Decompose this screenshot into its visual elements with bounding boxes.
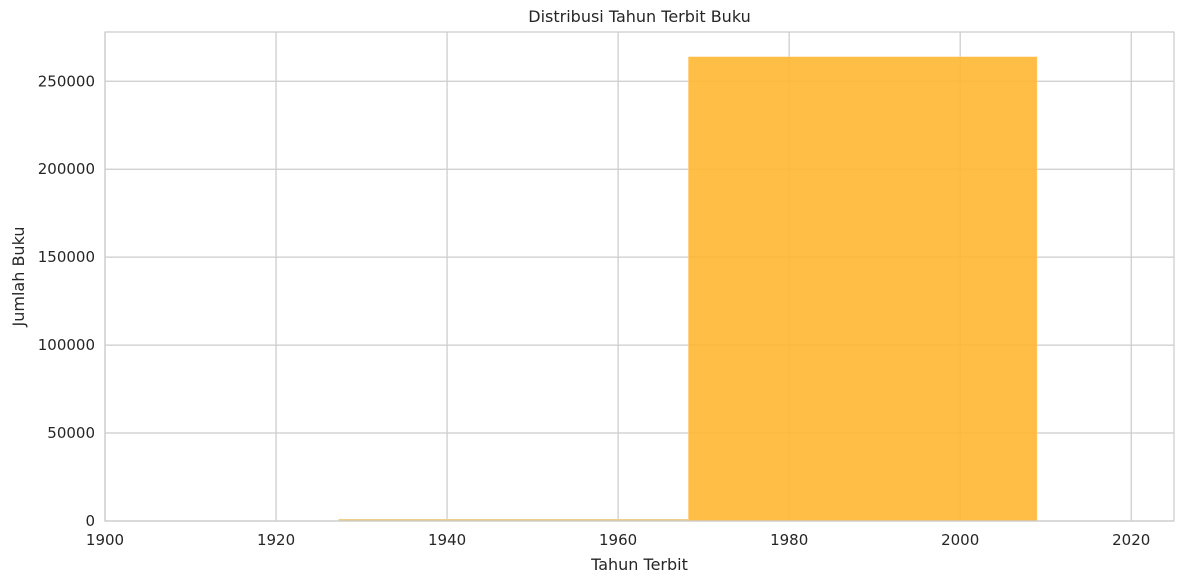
x-tick-label-1960: 1960	[599, 531, 637, 549]
x-tick-label-1940: 1940	[428, 531, 466, 549]
bars-layer	[338, 56, 1038, 522]
y-tick-labels: 0 50000 100000 150000 200000 250000	[38, 72, 95, 530]
y-tick-label-0: 0	[85, 512, 95, 530]
y-tick-label-150000: 150000	[38, 248, 95, 266]
y-tick-label-200000: 200000	[38, 160, 95, 178]
y-tick-label-50000: 50000	[47, 424, 95, 442]
chart-title: Distribusi Tahun Terbit Buku	[528, 7, 750, 26]
x-tick-labels: 1900 1920 1940 1960 1980 2000 2020	[86, 531, 1150, 549]
x-tick-label-1900: 1900	[86, 531, 124, 549]
y-axis-title: Jumlah Buku	[9, 227, 28, 328]
plot-frame	[104, 31, 1175, 522]
x-tick-label-2020: 2020	[1112, 531, 1150, 549]
x-tick-label-2000: 2000	[941, 531, 979, 549]
y-tick-label-100000: 100000	[38, 336, 95, 354]
x-tick-label-1980: 1980	[770, 531, 808, 549]
y-tick-label-250000: 250000	[38, 72, 95, 90]
histogram-bar-2	[687, 56, 1038, 522]
x-axis-title: Tahun Terbit	[590, 555, 688, 574]
x-tick-label-1920: 1920	[257, 531, 295, 549]
